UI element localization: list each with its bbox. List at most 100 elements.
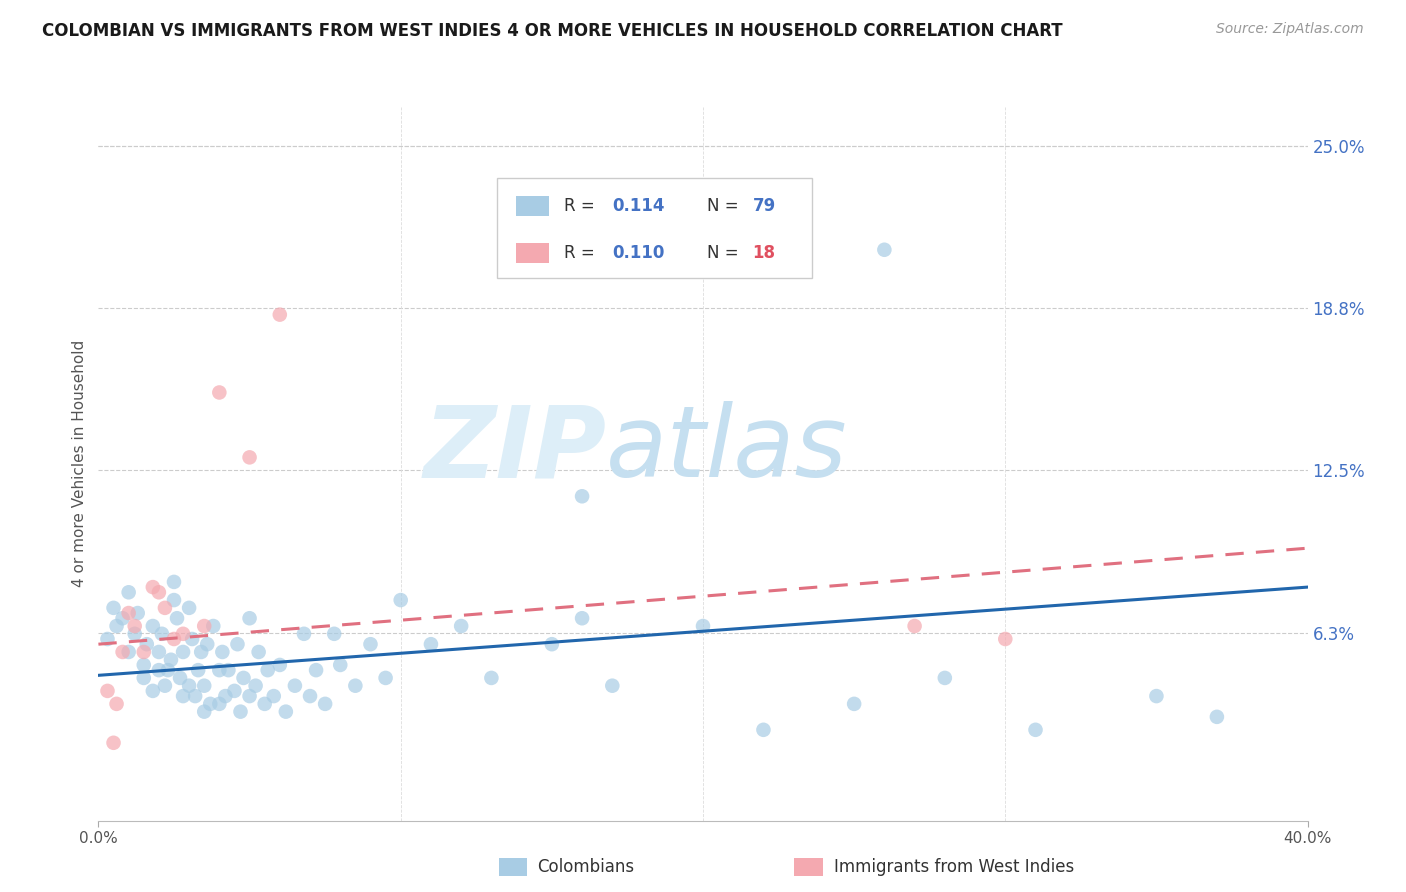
Point [1144,689,1167,703]
FancyBboxPatch shape [516,196,550,217]
Point [118,645,141,659]
Text: R =: R = [564,244,600,262]
Point [239,689,262,703]
Point [148,585,170,599]
Point [239,450,262,465]
Point [247,645,270,659]
Point [263,689,285,703]
Point [292,627,315,641]
FancyBboxPatch shape [498,178,811,278]
Point [193,705,215,719]
Point [344,679,367,693]
Point [156,663,179,677]
Point [229,705,252,719]
Point [232,671,254,685]
Point [179,679,201,693]
Point [602,679,624,693]
Point [163,574,186,589]
Point [160,653,183,667]
Text: ZIP: ZIP [423,401,606,498]
Point [274,705,297,719]
Point [96,684,118,698]
Point [692,619,714,633]
Point [873,243,896,257]
Text: N =: N = [707,197,744,215]
Point [148,645,170,659]
Point [193,679,215,693]
Point [96,632,118,646]
Point [179,600,201,615]
Point [132,657,155,672]
Point [142,684,165,698]
Point [420,637,443,651]
Point [153,600,176,615]
Point [224,684,246,698]
Text: 18: 18 [752,244,776,262]
Point [172,689,194,703]
Point [256,663,278,677]
Point [214,689,236,703]
Point [211,645,233,659]
Point [226,637,249,651]
Point [239,611,262,625]
Text: 0.114: 0.114 [613,197,665,215]
Point [132,645,155,659]
Text: 0.110: 0.110 [613,244,665,262]
Point [481,671,503,685]
Point [1024,723,1046,737]
Point [571,489,593,503]
Point [166,611,188,625]
Point [105,697,128,711]
Point [135,637,157,651]
Point [571,611,593,625]
Point [124,627,146,641]
Point [111,645,134,659]
Point [124,619,146,633]
Point [142,619,165,633]
Point [163,593,186,607]
Point [103,600,125,615]
Point [202,619,225,633]
Text: R =: R = [564,197,600,215]
Point [269,657,291,672]
Point [103,736,125,750]
Point [208,663,231,677]
Point [169,671,191,685]
Point [450,619,472,633]
Point [148,663,170,677]
Point [190,645,212,659]
FancyBboxPatch shape [516,244,550,263]
Text: Colombians: Colombians [537,858,634,876]
Text: COLOMBIAN VS IMMIGRANTS FROM WEST INDIES 4 OR MORE VEHICLES IN HOUSEHOLD CORRELA: COLOMBIAN VS IMMIGRANTS FROM WEST INDIES… [42,22,1063,40]
Point [208,385,231,400]
Point [314,697,336,711]
Y-axis label: 4 or more Vehicles in Household: 4 or more Vehicles in Household [72,340,87,588]
Point [127,606,149,620]
Point [200,697,222,711]
Point [118,585,141,599]
Point [540,637,562,651]
Text: 79: 79 [752,197,776,215]
Point [142,580,165,594]
Text: Immigrants from West Indies: Immigrants from West Indies [834,858,1074,876]
Text: N =: N = [707,244,744,262]
Point [323,627,346,641]
Point [132,671,155,685]
Point [1206,710,1229,724]
Point [181,632,204,646]
Point [150,627,173,641]
Point [844,697,866,711]
Point [172,645,194,659]
Point [994,632,1017,646]
Point [253,697,276,711]
Point [374,671,396,685]
Point [105,619,128,633]
Point [208,697,231,711]
Point [245,679,267,693]
Point [187,663,209,677]
Text: Source: ZipAtlas.com: Source: ZipAtlas.com [1216,22,1364,37]
Point [153,679,176,693]
Point [299,689,322,703]
Point [360,637,382,651]
Point [505,196,527,211]
